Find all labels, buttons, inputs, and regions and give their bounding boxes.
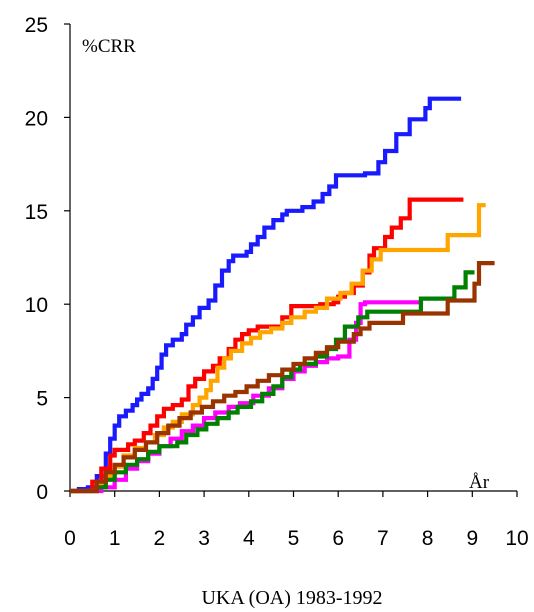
x-tick-label: 4: [243, 527, 255, 550]
y-tick-label: 0: [36, 481, 48, 504]
x-tick-label: 6: [332, 527, 344, 550]
y-axis-label: %CRR: [82, 36, 136, 57]
x-tick-label: 8: [422, 527, 434, 550]
chart-caption: UKA (OA) 1983-1992: [201, 587, 382, 609]
y-tick-label: 20: [25, 107, 48, 130]
x-axis-label: År: [469, 472, 490, 493]
x-tick-label: 5: [288, 527, 300, 550]
series-line-6: [70, 261, 495, 494]
x-tick-label: 1: [109, 527, 121, 550]
y-tick-label: 15: [25, 201, 48, 224]
series-layer: [70, 96, 495, 494]
x-tick-label: 10: [505, 527, 528, 550]
x-tick-label: 9: [466, 527, 478, 550]
axes: 0 5 10 15 20 25 0 1 2 3 4 5 6 7 8 9 10: [25, 14, 529, 550]
y-tick-label: 25: [25, 14, 48, 37]
x-tick-label: 0: [64, 527, 76, 550]
x-tick-label: 3: [198, 527, 210, 550]
x-tick-label: 2: [154, 527, 166, 550]
y-tick-label: 5: [36, 388, 48, 411]
x-tick-label: 7: [377, 527, 389, 550]
y-tick-label: 10: [25, 294, 48, 317]
series-line-1: [70, 96, 462, 494]
series-line-5: [70, 270, 475, 494]
series-line-3: [70, 203, 486, 494]
series-line-2: [70, 197, 464, 494]
